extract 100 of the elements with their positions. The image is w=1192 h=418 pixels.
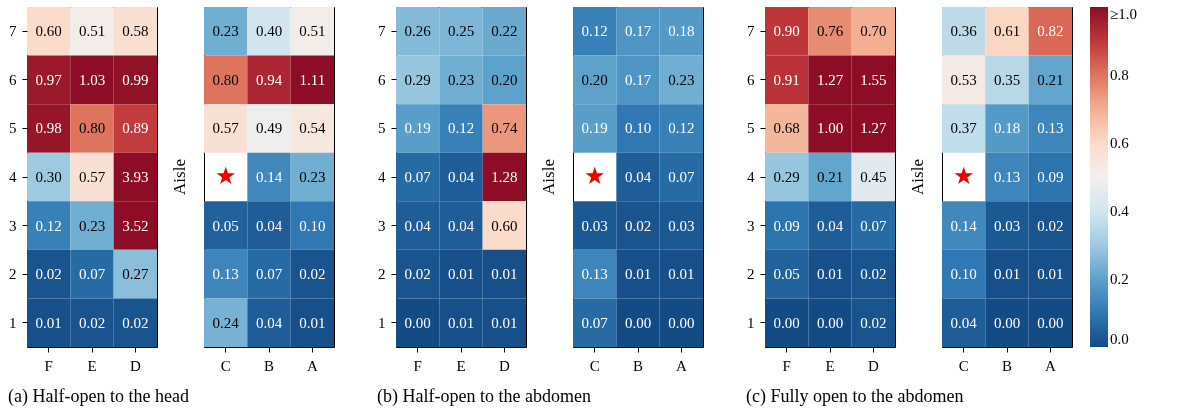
data-label: 0.53 <box>950 71 977 88</box>
data-label: 0.58 <box>122 23 149 40</box>
data-label: 0.09 <box>773 217 800 234</box>
y-tick-label: 7 <box>378 23 386 40</box>
data-label: 0.04 <box>404 217 432 234</box>
data-label: 0.22 <box>491 23 518 40</box>
data-label: 0.02 <box>299 266 326 283</box>
color-bar-label: 0.4 <box>1110 203 1130 219</box>
text: (b) Half-open to the abdomen <box>377 385 591 407</box>
data-label: 0.00 <box>1037 314 1064 331</box>
x-tick-label: E <box>456 357 466 374</box>
data-label: 0.04 <box>624 169 652 185</box>
data-label: 0.60 <box>35 23 62 40</box>
text: (a) Half-open to the head <box>8 385 189 407</box>
data-label: 0.02 <box>404 266 431 283</box>
data-label: 0.51 <box>78 23 106 40</box>
y-tick-label: 7 <box>747 23 755 40</box>
data-label: 0.01 <box>491 266 518 283</box>
data-label: 0.91 <box>773 71 800 88</box>
data-label: 0.14 <box>950 217 978 234</box>
data-label: 0.97 <box>35 71 63 88</box>
data-label: 0.61 <box>993 23 1021 40</box>
data-label: 0.01 <box>1037 266 1064 283</box>
y-tick-label: 3 <box>9 217 17 234</box>
data-label: 0.02 <box>624 217 652 234</box>
y-tick-label: 1 <box>9 314 17 331</box>
data-label: 0.51 <box>299 23 326 40</box>
data-label: 0.60 <box>491 217 518 234</box>
data-label: 0.45 <box>860 169 887 185</box>
x-tick-label: F <box>413 357 422 374</box>
data-label: 0.02 <box>35 266 62 283</box>
data-label: 0.07 <box>404 169 432 185</box>
data-label: 0.07 <box>860 217 887 234</box>
data-label: 0.01 <box>299 314 326 331</box>
data-label: 0.35 <box>993 71 1021 88</box>
data-label: 0.01 <box>491 314 518 331</box>
data-label: 0.13 <box>993 169 1021 185</box>
data-label: 0.18 <box>668 23 695 40</box>
data-label: 0.07 <box>78 266 106 283</box>
y-tick-label: 5 <box>378 120 386 137</box>
data-label: 0.80 <box>212 71 239 88</box>
x-tick-label: F <box>782 357 791 374</box>
data-label: 0.29 <box>404 71 431 88</box>
y-tick-label: 1 <box>747 314 755 331</box>
data-label: 0.03 <box>668 217 695 234</box>
data-label: 1.55 <box>860 71 887 88</box>
x-tick-label: E <box>825 357 835 374</box>
data-label: 0.12 <box>581 23 608 40</box>
x-tick-label: A <box>1044 357 1056 374</box>
x-tick-label: A <box>306 357 318 374</box>
data-label: 0.23 <box>78 217 106 234</box>
data-label: 0.03 <box>581 217 608 234</box>
data-label: 0.04 <box>816 217 844 234</box>
data-label: 0.40 <box>255 23 283 40</box>
data-label: 0.21 <box>1037 71 1064 88</box>
data-label: 0.04 <box>447 169 475 185</box>
color-bar-label: ≥1.0 <box>1110 6 1137 22</box>
y-tick-label: 6 <box>9 71 17 88</box>
color-bar-label: 0.6 <box>1110 135 1130 151</box>
data-label: 0.01 <box>993 266 1021 283</box>
data-label: 0.18 <box>993 120 1021 137</box>
data-label: 0.02 <box>122 314 149 331</box>
data-label: 0.24 <box>212 314 240 331</box>
data-label: 0.14 <box>255 169 283 185</box>
data-label: 0.26 <box>404 23 432 40</box>
data-label: 0.01 <box>447 314 475 331</box>
data-label: 0.02 <box>860 266 887 283</box>
data-label: 0.19 <box>581 120 608 137</box>
x-tick-label: D <box>867 357 879 374</box>
data-label: 0.17 <box>624 23 652 40</box>
data-label: 0.37 <box>950 120 978 137</box>
data-label: 1.27 <box>816 71 844 88</box>
data-label: 0.00 <box>816 314 844 331</box>
data-label: 0.02 <box>1037 217 1064 234</box>
y-tick-label: 4 <box>9 169 17 185</box>
data-label: 0.04 <box>255 314 283 331</box>
data-label: 0.30 <box>35 169 62 185</box>
x-tick-label: C <box>589 357 600 374</box>
data-label: 0.02 <box>860 314 887 331</box>
text: (c) Fully open to the abdomen <box>746 385 964 407</box>
data-label: 0.12 <box>35 217 62 234</box>
x-tick-label: B <box>1001 357 1013 374</box>
y-tick-label: 4 <box>378 169 386 185</box>
data-label: 0.36 <box>950 23 978 40</box>
data-label: 0.68 <box>773 120 800 137</box>
x-tick-label: A <box>675 357 687 374</box>
y-tick-label: 5 <box>9 120 17 137</box>
data-label: 0.17 <box>624 71 652 88</box>
color-bar-label: 0.2 <box>1110 271 1129 287</box>
data-label: 0.04 <box>950 314 978 331</box>
data-label: 0.21 <box>816 169 844 185</box>
data-label: 1.11 <box>299 71 326 88</box>
x-tick-label: E <box>87 357 97 374</box>
y-tick-label: 3 <box>747 217 755 234</box>
data-label: 0.25 <box>447 23 475 40</box>
data-label: 0.03 <box>993 217 1021 234</box>
data-label: 0.00 <box>624 314 652 331</box>
data-label: 0.09 <box>1037 169 1064 185</box>
data-label: 0.23 <box>447 71 475 88</box>
data-label: 0.27 <box>122 266 149 283</box>
